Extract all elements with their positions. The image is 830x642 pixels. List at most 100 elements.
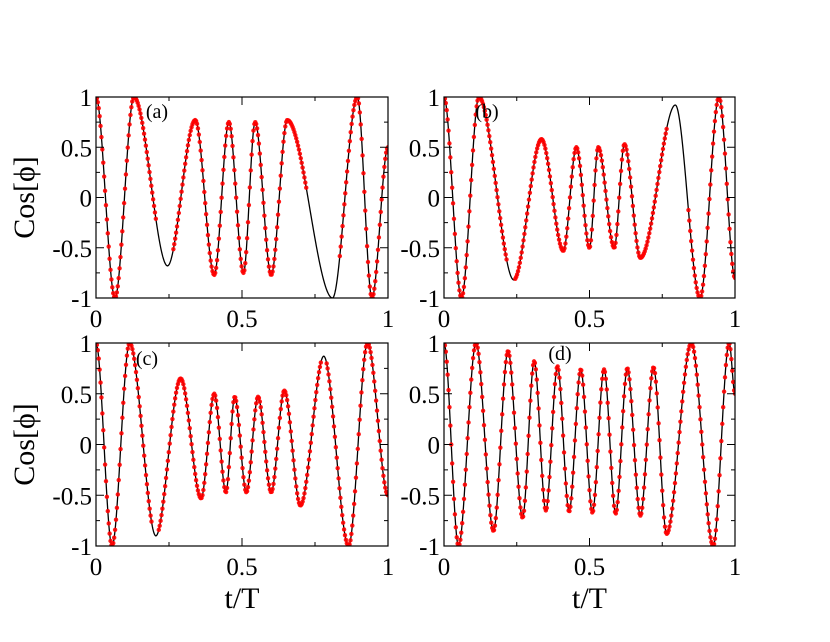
data-point: [172, 396, 178, 401]
data-point: [645, 239, 650, 244]
data-point: [656, 175, 661, 181]
data-point: [646, 412, 651, 417]
data-point: [448, 155, 453, 160]
data-point: [358, 403, 363, 408]
data-point: [378, 209, 383, 215]
data-point: [448, 423, 453, 428]
y-tick-label: 0: [428, 186, 441, 213]
data-point: [237, 433, 243, 438]
data-point: [635, 245, 640, 250]
data-point: [687, 218, 692, 223]
data-point: [525, 451, 530, 457]
data-point: [313, 397, 318, 403]
data-point: [294, 484, 299, 489]
x-tick-label: 1: [382, 554, 395, 581]
data-point: [608, 234, 614, 240]
data-point: [149, 519, 154, 524]
data-point: [636, 250, 641, 255]
data-point: [658, 455, 663, 460]
data-point: [349, 531, 354, 537]
data-point: [520, 514, 526, 519]
data-point: [670, 506, 675, 511]
y-tick-label: 0: [428, 433, 441, 460]
data-point: [217, 223, 222, 228]
data-point: [498, 222, 504, 228]
data-point: [716, 489, 721, 494]
data-point: [216, 236, 222, 241]
data-point: [496, 477, 501, 483]
data-point: [585, 238, 590, 243]
data-point: [658, 158, 664, 163]
data-point: [371, 292, 376, 297]
data-point: [447, 405, 452, 410]
data-point: [176, 210, 182, 216]
data-point: [183, 155, 189, 160]
data-point: [540, 473, 545, 479]
data-point: [198, 148, 203, 153]
data-point: [547, 474, 552, 480]
data-point: [203, 200, 208, 206]
data-point: [202, 189, 207, 195]
y-tick-label: -0.5: [52, 236, 92, 263]
data-point: [723, 166, 729, 171]
data-point: [174, 224, 180, 229]
data-point: [545, 161, 551, 167]
data-point: [611, 503, 617, 508]
data-point: [466, 224, 471, 229]
data-point: [186, 137, 192, 143]
data-point: [124, 353, 130, 358]
data-point: [580, 373, 585, 378]
x-tick-label: 0.5: [226, 554, 257, 581]
data-point: [486, 128, 491, 133]
data-point: [516, 484, 521, 489]
data-point: [171, 246, 176, 252]
data-point: [352, 489, 358, 494]
data-point: [510, 382, 515, 387]
data-point: [584, 442, 589, 447]
data-point: [285, 404, 291, 409]
data-point: [210, 396, 215, 402]
data-point: [355, 97, 361, 101]
data-point: [383, 150, 388, 155]
data-point: [112, 527, 118, 532]
data-point: [259, 174, 264, 180]
data-point: [250, 138, 255, 144]
data-point: [651, 205, 657, 210]
data-point: [260, 420, 265, 426]
data-point: [279, 399, 284, 404]
data-point: [357, 417, 362, 422]
data-point: [730, 368, 735, 373]
data-point: [330, 414, 336, 419]
data-point: [327, 379, 332, 384]
data-point: [264, 237, 269, 242]
data-point: [489, 152, 495, 158]
data-point: [613, 511, 619, 516]
data-point: [449, 185, 455, 190]
data-point: [524, 211, 530, 216]
data-point: [256, 395, 262, 401]
data-point: [152, 210, 158, 215]
data-point: [468, 193, 473, 198]
data-point: [318, 360, 324, 365]
data-point: [221, 478, 226, 483]
data-point: [287, 420, 293, 425]
series-line: [444, 343, 735, 546]
data-point: [219, 195, 224, 200]
data-point: [662, 136, 667, 141]
data-point: [312, 406, 317, 411]
data-point: [469, 365, 475, 371]
data-point: [372, 286, 377, 291]
data-point: [99, 134, 104, 140]
data-point: [666, 528, 671, 533]
data-point: [527, 190, 533, 195]
data-point: [720, 113, 725, 119]
data-point: [193, 471, 198, 477]
data-point: [689, 248, 695, 253]
data-point: [303, 180, 308, 185]
data-point: [265, 476, 271, 481]
data-point: [231, 155, 236, 160]
panel-d: 0 0.5 1 1 0.5 0 -0.5 -1 (d) t/T: [400, 331, 741, 615]
data-point: [233, 195, 239, 200]
data-point: [609, 239, 615, 245]
data-point: [101, 160, 106, 165]
